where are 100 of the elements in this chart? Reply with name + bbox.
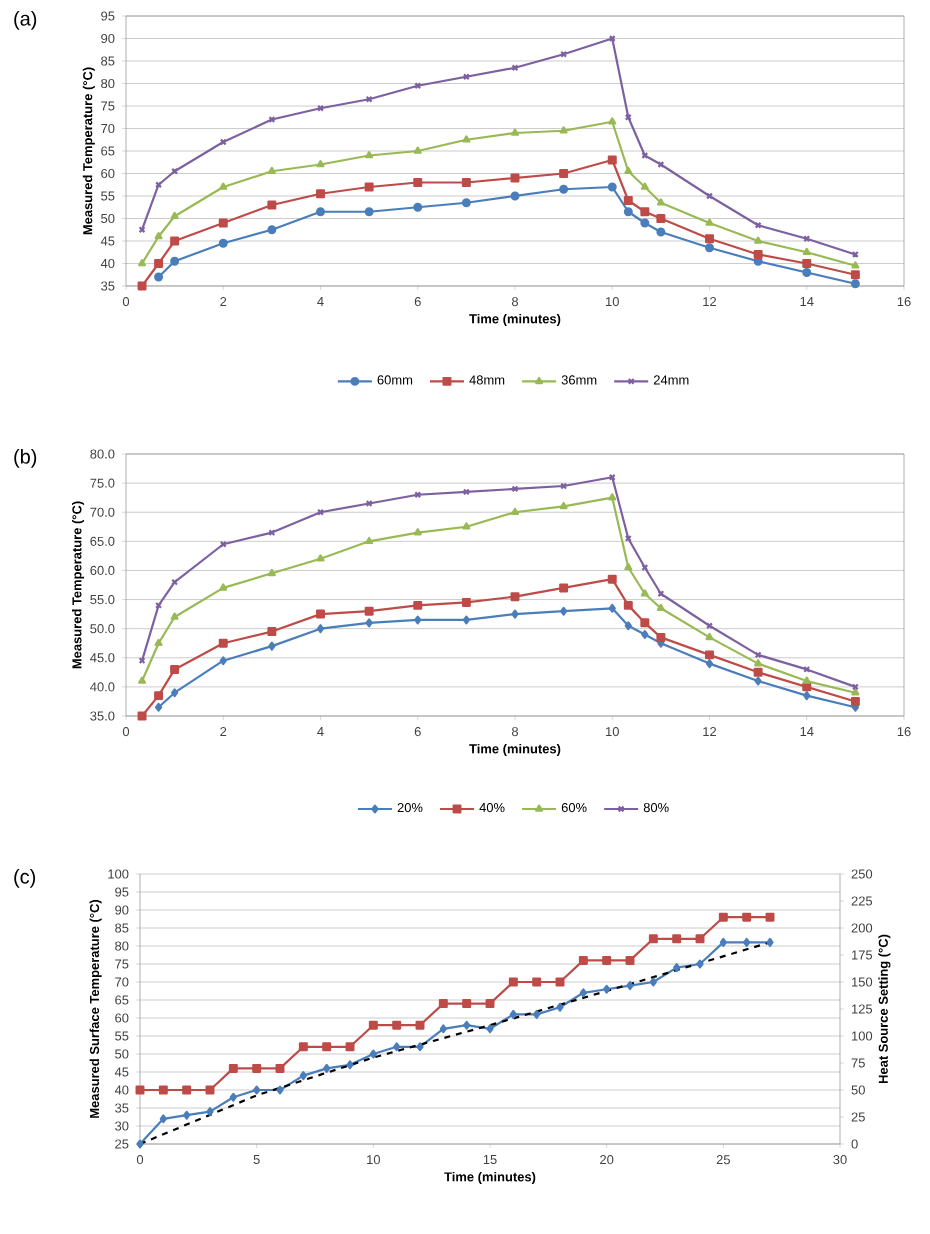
point [316, 189, 325, 199]
point [170, 211, 179, 220]
point [267, 627, 277, 637]
point [298, 1042, 308, 1052]
point [275, 1063, 285, 1073]
point [656, 603, 665, 612]
point [802, 259, 812, 268]
point [154, 272, 164, 282]
point [511, 609, 519, 619]
point [345, 1042, 355, 1052]
point [413, 528, 422, 536]
point [556, 1002, 564, 1012]
point [648, 934, 658, 944]
point [170, 664, 180, 674]
point [158, 1085, 168, 1095]
point [218, 218, 228, 228]
point [624, 166, 633, 175]
point [267, 200, 277, 210]
point [276, 1085, 284, 1095]
point [463, 1020, 471, 1030]
point [656, 632, 666, 642]
point [154, 638, 163, 647]
point [219, 583, 228, 591]
point [802, 676, 811, 684]
point [323, 1063, 331, 1073]
point [742, 912, 752, 922]
point [510, 507, 520, 516]
point [159, 1114, 167, 1124]
point [705, 243, 714, 253]
point [603, 984, 611, 994]
point [559, 606, 568, 616]
point [626, 981, 634, 991]
point [365, 618, 373, 628]
point [509, 1009, 517, 1019]
point [802, 247, 811, 256]
point [368, 1020, 378, 1030]
point [754, 236, 763, 244]
point [267, 568, 276, 577]
point [365, 536, 374, 545]
point [851, 688, 860, 696]
chart-title: (c) [14, 869, 36, 888]
point [754, 676, 762, 686]
point [607, 182, 617, 192]
point [640, 618, 650, 628]
point [462, 488, 470, 496]
point [268, 529, 276, 537]
point [219, 540, 227, 548]
point [624, 563, 633, 571]
point [461, 198, 471, 208]
point [170, 256, 180, 266]
point [624, 621, 632, 631]
point [393, 1042, 401, 1052]
point [743, 937, 751, 947]
point [532, 977, 542, 987]
point [461, 178, 471, 187]
point [461, 597, 471, 607]
point [414, 82, 422, 90]
point [438, 999, 448, 1009]
point [608, 117, 617, 125]
point [640, 218, 650, 228]
point [171, 578, 179, 586]
point [656, 198, 665, 206]
point [640, 207, 650, 217]
point [803, 235, 811, 243]
point [415, 1020, 425, 1030]
point [765, 912, 775, 922]
point [623, 600, 633, 610]
point [510, 128, 520, 136]
point [138, 259, 147, 267]
point [316, 609, 325, 619]
point [364, 207, 374, 217]
point [170, 236, 180, 246]
point [462, 135, 471, 143]
point [322, 1042, 332, 1052]
point [851, 261, 860, 269]
point [559, 583, 569, 593]
point [705, 234, 714, 244]
point [649, 977, 657, 987]
point [267, 166, 276, 175]
point [229, 1092, 237, 1102]
point [802, 268, 812, 277]
point [154, 259, 164, 268]
point [154, 702, 163, 712]
point [608, 603, 616, 613]
point [705, 218, 714, 226]
point [602, 955, 612, 965]
point [559, 501, 568, 510]
point [413, 146, 422, 154]
point [559, 126, 568, 134]
point [850, 696, 860, 706]
point [137, 711, 147, 721]
point [462, 615, 471, 625]
point [316, 624, 325, 634]
point [486, 1024, 494, 1034]
point [365, 151, 374, 159]
point [182, 1085, 192, 1095]
point [369, 1049, 377, 1059]
point [253, 1085, 261, 1095]
point [392, 1020, 402, 1030]
point [559, 184, 569, 194]
